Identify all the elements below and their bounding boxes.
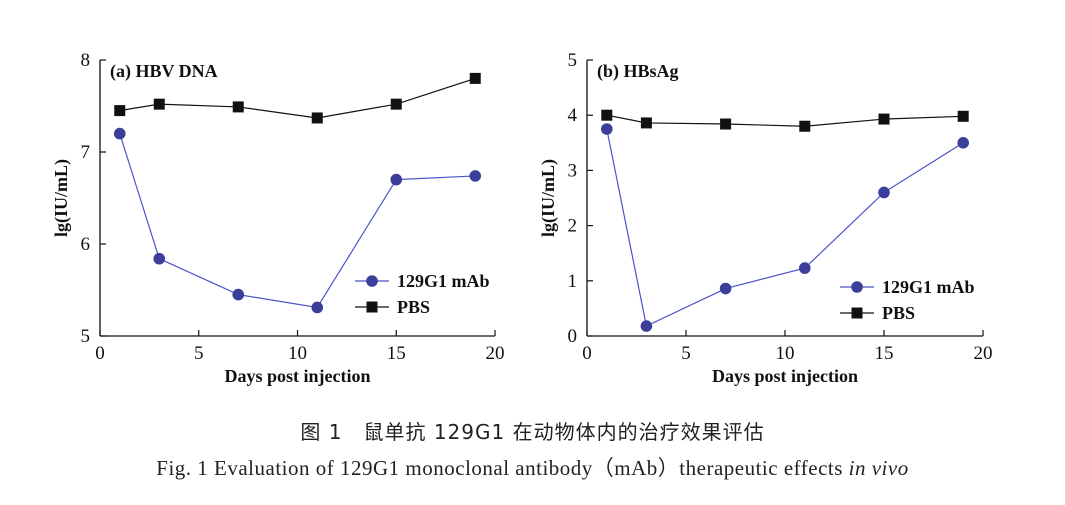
data-point-pbs: [799, 120, 811, 132]
legend-label: PBS: [397, 297, 430, 317]
figure-caption-chinese: 图 1 鼠单抗 129G1 在动物体内的治疗效果评估: [300, 420, 765, 444]
data-point-129g1-mab: [469, 170, 482, 182]
data-point-pbs: [153, 98, 165, 110]
legend-marker: [366, 275, 378, 287]
x-tick-label: 5: [681, 343, 691, 364]
y-tick-label: 2: [568, 216, 578, 237]
series-line-pbs: [606, 114, 964, 127]
series-line-129g1-mab: [119, 133, 476, 309]
x-axis-label: Days post injection: [224, 366, 370, 386]
y-tick-label: 6: [81, 234, 91, 255]
data-point-129g1-mab: [113, 127, 126, 140]
data-point-pbs: [640, 117, 652, 129]
x-tick-label: 10: [776, 343, 795, 364]
data-point-pbs: [878, 113, 890, 125]
x-tick-label: 10: [288, 343, 307, 364]
data-point-pbs: [114, 105, 126, 117]
y-axis-label: lg(IU/mL): [538, 159, 559, 237]
x-tick-label: 5: [194, 343, 204, 364]
x-tick-label: 0: [582, 343, 592, 364]
data-point-pbs: [601, 109, 613, 121]
y-tick-label: 8: [81, 50, 91, 71]
legend-marker: [851, 307, 863, 319]
figure-caption-english-italic: in vivo: [848, 456, 909, 480]
x-tick-label: 0: [95, 343, 105, 364]
data-point-129g1-mab: [390, 173, 403, 186]
data-point-129g1-mab: [601, 123, 613, 135]
y-axis-label: lg(IU/mL): [51, 159, 72, 237]
legend-label: 129G1 mAb: [397, 271, 490, 291]
x-tick-label: 15: [387, 343, 406, 364]
y-tick-label: 0: [568, 326, 578, 347]
y-tick-label: 5: [81, 326, 91, 347]
y-tick-label: 5: [568, 50, 578, 71]
data-point-pbs: [469, 72, 481, 84]
y-tick-label: 3: [568, 160, 578, 181]
data-point-129g1-mab: [153, 252, 166, 265]
chart-panel-b: 0 5 10 15 20 0 1 2 3 4 5 (b) HBsAg Days post injecti…: [538, 50, 993, 386]
x-axis-label: Days post injection: [712, 366, 858, 386]
data-point-129g1-mab: [232, 288, 245, 301]
legend-marker: [366, 301, 378, 313]
chart-title: (b) HBsAg: [597, 61, 679, 82]
data-point-pbs: [390, 98, 402, 110]
figure-caption-english: Fig. 1 Evaluation of 129G1 monoclonal an…: [0, 452, 1065, 482]
data-point-129g1-mab: [640, 320, 653, 332]
data-point-129g1-mab: [878, 186, 890, 199]
data-point-pbs: [720, 118, 732, 130]
y-tick-label: 4: [568, 105, 578, 126]
data-point-pbs: [311, 112, 323, 124]
data-point-129g1-mab: [719, 282, 732, 295]
legend-label: PBS: [882, 303, 915, 323]
data-point-pbs: [957, 110, 969, 122]
data-point-129g1-mab: [957, 137, 969, 149]
chart-title: (a) HBV DNA: [110, 61, 218, 82]
series-line-129g1-mab: [606, 128, 964, 327]
x-tick-label: 15: [875, 343, 894, 364]
x-tick-label: 20: [974, 343, 993, 364]
legend-label: 129G1 mAb: [882, 277, 975, 297]
figure-caption-english-main: Fig. 1 Evaluation of 129G1 monoclonal an…: [156, 456, 849, 480]
y-tick-label: 1: [568, 271, 578, 292]
data-point-pbs: [232, 101, 244, 113]
figure: 0 5 10 15 20 5 6 7 8 (a) HBV DNA Days post injecti…: [51, 50, 993, 386]
legend-marker: [851, 281, 863, 293]
data-point-129g1-mab: [799, 262, 811, 274]
series-line-pbs: [119, 77, 476, 119]
data-point-129g1-mab: [311, 301, 324, 314]
y-tick-label: 7: [81, 142, 91, 163]
x-tick-label: 20: [486, 343, 505, 364]
